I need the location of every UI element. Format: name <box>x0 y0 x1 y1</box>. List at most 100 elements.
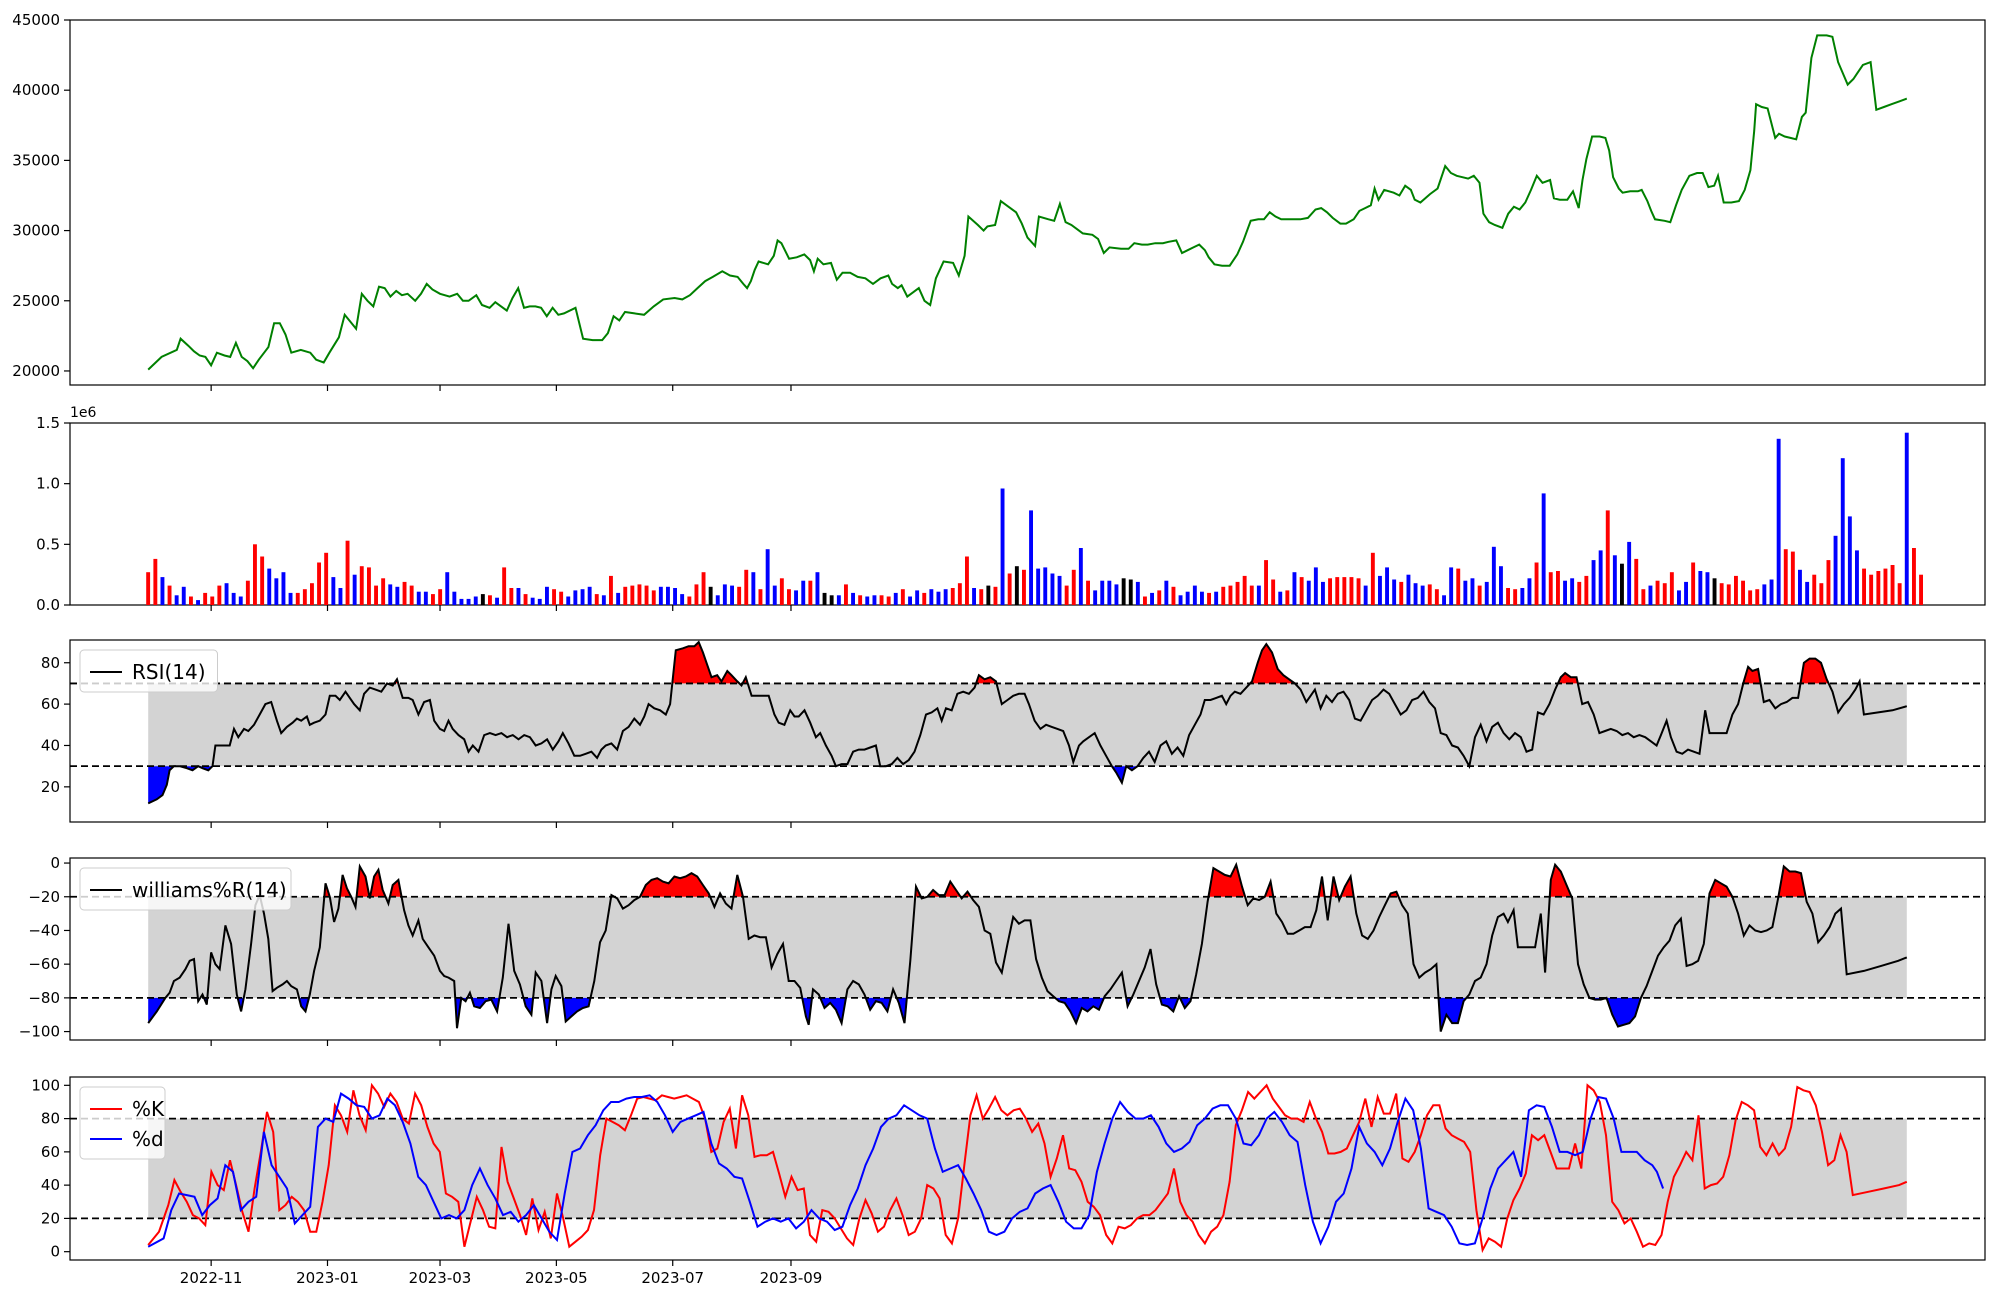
volume-bar <box>1912 548 1916 605</box>
volume-bar <box>1719 583 1724 605</box>
volume-bar <box>245 580 250 605</box>
volume-bar <box>203 592 208 605</box>
volume-bar <box>402 581 407 605</box>
volume-bar <box>1007 573 1012 605</box>
volume-bar <box>1563 580 1567 605</box>
volume-bar <box>644 585 649 605</box>
volume-bar <box>943 589 948 605</box>
volume-bar <box>1043 567 1048 605</box>
williams-ytick-label: −20 <box>28 888 60 906</box>
volume-bar <box>281 572 286 605</box>
xtick-label: 2023-05 <box>525 1269 588 1287</box>
volume-bar <box>922 592 927 605</box>
volume-bar <box>416 591 421 605</box>
volume-bar <box>1655 580 1660 605</box>
williams-band <box>148 896 1907 998</box>
volume-bar <box>687 596 692 605</box>
volume-bar <box>1641 589 1646 605</box>
stoch-ytick-label: 60 <box>41 1143 60 1161</box>
volume-bar <box>409 585 414 605</box>
volume-bar <box>601 595 606 605</box>
volume-bar <box>1612 555 1617 605</box>
volume-bar <box>388 584 393 605</box>
rsi-legend-label: RSI(14) <box>132 660 206 684</box>
volume-bar <box>359 566 364 605</box>
volume-bar <box>1919 574 1923 605</box>
volume-bar <box>1178 595 1183 605</box>
volume-bar <box>965 556 969 605</box>
volume-bar <box>1769 579 1774 605</box>
stoch-line-1 <box>147 1092 1665 1248</box>
volume-bar <box>1121 578 1126 605</box>
williams-ytick-label: −100 <box>19 1023 60 1041</box>
volume-bar <box>1762 584 1767 605</box>
volume-bar <box>1128 579 1133 605</box>
volume-ytick-label: 1.5 <box>36 414 60 432</box>
williams-ytick-label: −40 <box>28 921 60 939</box>
volume-bar <box>794 590 798 605</box>
volume-bar <box>1556 571 1560 605</box>
volume-bar <box>509 588 514 605</box>
volume-bar <box>1484 581 1489 605</box>
volume-bar <box>1100 580 1105 605</box>
volume-bar <box>1321 581 1325 605</box>
volume-bar <box>181 586 186 605</box>
volume-bar <box>1413 583 1418 605</box>
stoch-ytick-label: 40 <box>41 1176 60 1194</box>
volume-bar <box>1904 432 1909 605</box>
volume-bar <box>1363 585 1368 605</box>
volume-bar <box>345 540 350 605</box>
volume-bar <box>1185 591 1190 605</box>
volume-bar <box>630 585 635 605</box>
volume-bar <box>1527 578 1532 605</box>
volume-bar <box>1014 566 1019 605</box>
rsi-ytick-label: 80 <box>41 654 60 672</box>
volume-bar <box>808 580 813 605</box>
volume-bar <box>836 595 841 605</box>
volume-bar <box>594 594 599 605</box>
volume-bar <box>1378 575 1382 605</box>
volume-bar <box>815 572 820 605</box>
volume-bar <box>929 589 934 605</box>
volume-bar <box>1427 584 1432 605</box>
volume-bar <box>858 595 863 605</box>
volume-bar <box>666 586 670 605</box>
volume-bar <box>1449 567 1454 605</box>
volume-bar <box>1570 578 1575 605</box>
volume-bar <box>1264 560 1268 605</box>
volume-bar <box>1548 572 1553 605</box>
volume-bar <box>1207 592 1211 605</box>
volume-bar <box>1748 590 1753 605</box>
price-panel <box>69 19 1986 386</box>
volume-bar <box>196 600 200 605</box>
volume-bar <box>1869 574 1874 605</box>
volume-bar <box>1847 516 1852 605</box>
volume-bar <box>957 583 962 605</box>
volume-bar <box>288 592 293 605</box>
volume-bar <box>452 591 457 605</box>
volume-bar <box>1456 568 1461 605</box>
volume-bar <box>1370 552 1375 605</box>
rsi-line-0 <box>147 640 1908 805</box>
volume-bar <box>1897 583 1902 605</box>
volume-bar <box>167 585 172 605</box>
volume-bar <box>1598 550 1603 605</box>
volume-bar <box>317 562 321 605</box>
volume-bar <box>573 590 578 605</box>
volume-bar <box>253 544 257 605</box>
volume-bar <box>893 592 898 605</box>
volume-bar <box>580 589 585 605</box>
volume-bar <box>801 580 806 605</box>
stoch-legend-label: %K <box>132 1097 165 1121</box>
volume-bar <box>886 596 891 605</box>
volume-bar <box>730 585 734 605</box>
volume-bar <box>658 586 663 605</box>
volume-bar <box>844 584 848 605</box>
volume-bar <box>1513 589 1518 605</box>
volume-bar <box>772 585 777 605</box>
volume-bar <box>1776 438 1781 605</box>
volume-bar <box>310 583 314 605</box>
volume-bar <box>1712 578 1717 605</box>
volume-bar <box>438 589 443 605</box>
volume-bar <box>174 595 179 605</box>
